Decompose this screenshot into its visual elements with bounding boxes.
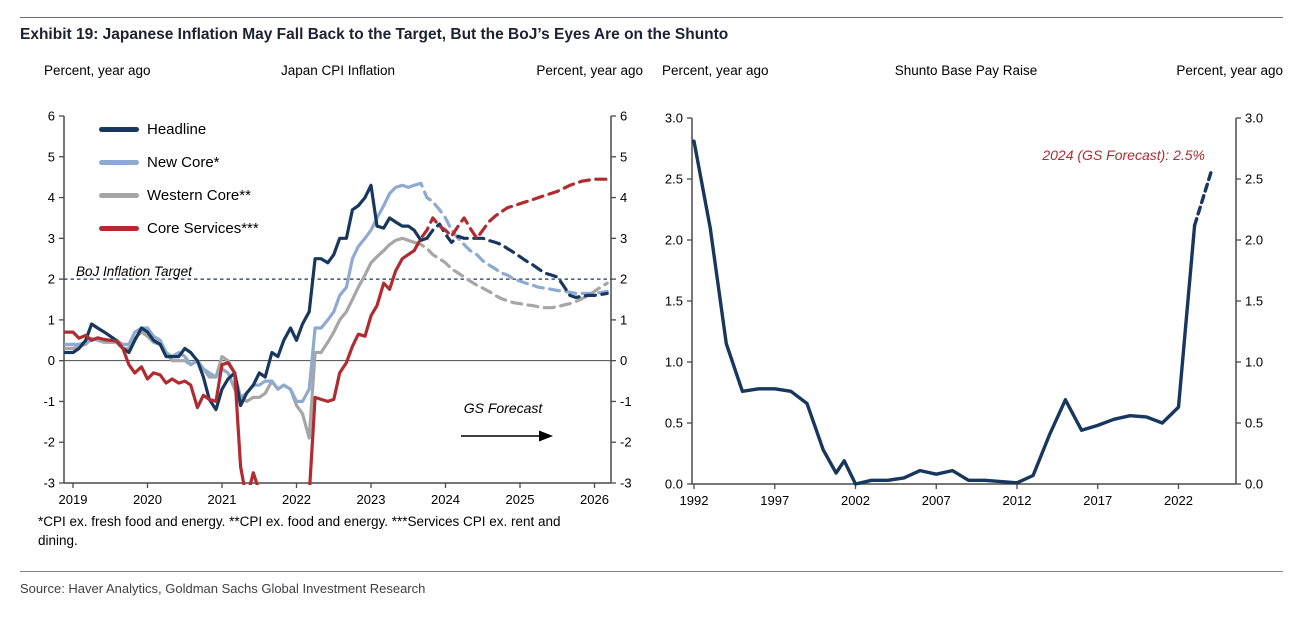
svg-text:5: 5 <box>48 149 55 164</box>
svg-text:3: 3 <box>48 231 55 246</box>
legend-label: New Core* <box>147 154 220 171</box>
svg-text:1.5: 1.5 <box>665 294 683 309</box>
svg-text:1997: 1997 <box>760 493 789 508</box>
legend-item: Core Services*** <box>99 217 259 240</box>
svg-text:1: 1 <box>620 312 627 327</box>
legend-line-swatch <box>99 127 139 132</box>
svg-text:4: 4 <box>620 190 627 205</box>
legend-label: Western Core** <box>147 187 251 204</box>
source-line: Source: Haver Analytics, Goldman Sachs G… <box>20 581 426 596</box>
svg-text:2021: 2021 <box>208 492 237 507</box>
boj-inflation-target-label: BoJ Inflation Target <box>76 264 192 279</box>
forecast-right-arrow-icon <box>461 430 553 442</box>
svg-text:2.5: 2.5 <box>665 172 683 187</box>
shunto-chart: 3.0 3.0 2.5 2.5 2.0 2.0 1.5 1.5 1.0 1.0 0.5 0.5 0.0 0… <box>665 111 1263 509</box>
cpi-legend: Headline New Core* Western Core** Core Serv… <box>99 118 259 250</box>
svg-text:2007: 2007 <box>922 493 951 508</box>
legend-label: Headline <box>147 121 207 138</box>
svg-text:2020: 2020 <box>133 492 162 507</box>
legend-line-swatch <box>99 193 139 198</box>
svg-text:-1: -1 <box>620 394 632 409</box>
svg-text:5: 5 <box>620 149 627 164</box>
svg-text:3.0: 3.0 <box>665 111 683 126</box>
cpi-chart-title: Japan CPI Inflation <box>280 63 396 78</box>
svg-text:-3: -3 <box>43 476 55 491</box>
svg-text:0: 0 <box>48 353 55 368</box>
svg-text:1992: 1992 <box>680 493 709 508</box>
svg-text:1.0: 1.0 <box>1245 355 1263 370</box>
svg-text:1.0: 1.0 <box>665 355 683 370</box>
svg-text:2.0: 2.0 <box>1245 233 1263 248</box>
svg-text:2026: 2026 <box>580 492 609 507</box>
svg-text:2: 2 <box>620 272 627 287</box>
cpi-unit-right: Percent, year ago <box>536 63 643 78</box>
svg-text:2024: 2024 <box>431 492 460 507</box>
svg-text:2002: 2002 <box>841 493 870 508</box>
svg-text:2.0: 2.0 <box>665 233 683 248</box>
svg-text:2: 2 <box>48 272 55 287</box>
svg-text:2022: 2022 <box>282 492 311 507</box>
svg-text:6: 6 <box>620 109 627 124</box>
exhibit-title: Exhibit 19: Japanese Inflation May Fall … <box>20 26 729 43</box>
cpi-inflation-chart: 6 6 5 5 4 4 3 3 2 2 1 1 0 0 -1 -1 -2 -2 -3 -3 2019 2020 2021 20… <box>43 109 632 508</box>
cpi-footnote: *CPI ex. fresh food and energy. **CPI ex… <box>38 514 561 548</box>
svg-text:2022: 2022 <box>1164 493 1193 508</box>
svg-text:6: 6 <box>48 109 55 124</box>
svg-text:-2: -2 <box>43 435 55 450</box>
svg-text:0: 0 <box>620 353 627 368</box>
svg-text:2023: 2023 <box>357 492 386 507</box>
gs-forecast-label: GS Forecast <box>463 400 543 416</box>
shunto-unit-right: Percent, year ago <box>1176 63 1283 78</box>
svg-text:-2: -2 <box>620 435 632 450</box>
legend-line-swatch <box>99 226 139 231</box>
svg-text:1: 1 <box>48 312 55 327</box>
legend-label: Core Services*** <box>147 220 259 237</box>
svg-text:0.0: 0.0 <box>1245 477 1263 492</box>
svg-text:0.5: 0.5 <box>665 416 683 431</box>
svg-text:0.0: 0.0 <box>665 477 683 492</box>
legend-item: Western Core** <box>99 184 259 207</box>
svg-text:2017: 2017 <box>1083 493 1112 508</box>
svg-text:4: 4 <box>48 190 55 205</box>
legend-item: New Core* <box>99 151 259 174</box>
cpi-unit-left: Percent, year ago <box>44 63 151 78</box>
svg-text:3.0: 3.0 <box>1245 111 1263 126</box>
legend-line-swatch <box>99 160 139 165</box>
svg-text:-1: -1 <box>43 394 55 409</box>
svg-text:-3: -3 <box>620 476 632 491</box>
svg-text:3: 3 <box>620 231 627 246</box>
svg-text:2012: 2012 <box>1003 493 1032 508</box>
svg-text:2019: 2019 <box>59 492 88 507</box>
legend-item: Headline <box>99 118 259 141</box>
svg-text:1.5: 1.5 <box>1245 294 1263 309</box>
shunto-2024-forecast-annotation: 2024 (GS Forecast): 2.5% <box>1042 147 1205 163</box>
svg-text:2025: 2025 <box>506 492 535 507</box>
shunto-chart-title: Shunto Base Pay Raise <box>894 63 1038 78</box>
bottom-rule <box>20 571 1283 572</box>
svg-text:0.5: 0.5 <box>1245 416 1263 431</box>
top-rule <box>20 17 1283 18</box>
svg-text:2.5: 2.5 <box>1245 172 1263 187</box>
shunto-unit-left: Percent, year ago <box>662 63 769 78</box>
